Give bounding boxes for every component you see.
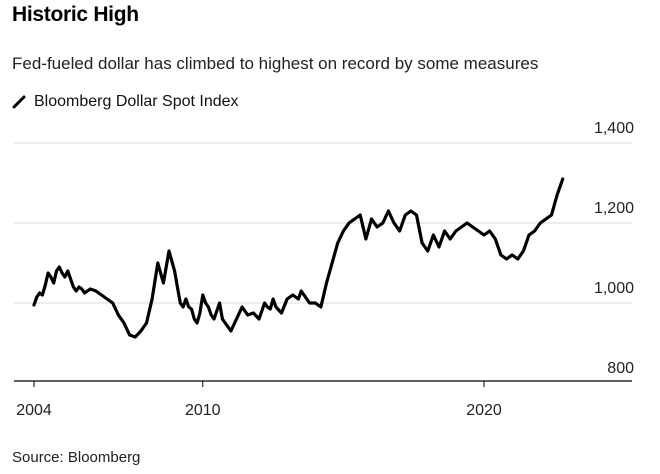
legend-label: Bloomberg Dollar Spot Index [34, 93, 239, 110]
x-tick-label-2004: 2004 [16, 402, 52, 419]
legend-line-icon [12, 95, 26, 109]
chart-title: Historic High [12, 3, 139, 26]
series-line-dollar-index [32, 177, 565, 339]
chart-source: Source: Bloomberg [12, 449, 141, 466]
y-tick-label-1000: 1,000 [594, 280, 634, 297]
y-tick-label-800: 800 [607, 360, 634, 377]
y-tick-label-1200: 1,200 [594, 200, 634, 217]
x-tick-label-2020: 2020 [466, 402, 502, 419]
chart-legend: Bloomberg Dollar Spot Index [12, 93, 239, 111]
x-tick-label-2010: 2010 [185, 402, 221, 419]
y-tick-label-1400: 1,400 [594, 120, 634, 137]
chart-subtitle: Fed-fueled dollar has climbed to highest… [12, 54, 539, 73]
